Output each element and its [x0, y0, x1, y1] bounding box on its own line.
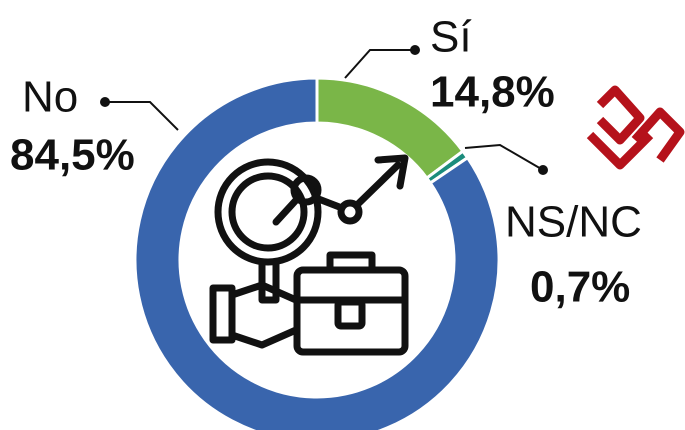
category-label: No — [22, 73, 78, 122]
leader-dot — [100, 97, 110, 107]
leader-line — [464, 143, 544, 171]
value-label: 0,7% — [530, 263, 630, 312]
category-label: Sí — [430, 13, 472, 62]
category-label: NS/NC — [505, 198, 642, 247]
leader-line — [344, 49, 415, 79]
value-label: 84,5% — [10, 131, 135, 180]
logo — [586, 85, 685, 170]
value-label: 14,8% — [430, 68, 555, 117]
donut — [133, 76, 501, 430]
leader-dot — [538, 165, 548, 175]
center-icon — [209, 154, 409, 356]
slice — [133, 76, 501, 430]
leader-line — [105, 101, 179, 131]
leader-dot — [410, 45, 420, 55]
labels: Sí 14,8% NS/NC 0,7% No 84,5% — [10, 13, 642, 312]
